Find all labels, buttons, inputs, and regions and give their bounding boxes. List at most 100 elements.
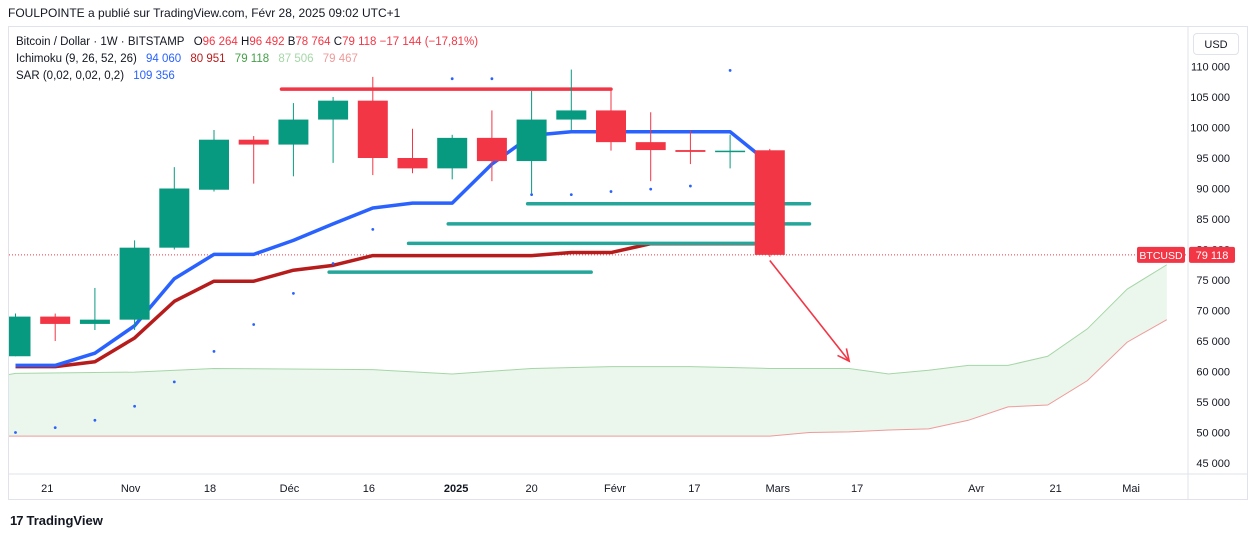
attribution-text: FOULPOINTE a publié sur TradingView.com,… [8,6,401,20]
x-tick-label: Déc [280,483,300,495]
candles-layer [9,69,785,357]
candle-up [9,316,31,357]
sar-dot [212,349,216,353]
sar-dot [331,262,335,265]
x-tick-label: 21 [41,483,53,495]
chart-legend: Bitcoin / Dollar · 1W · BITSTAMP O96 264… [16,34,478,85]
currency-button[interactable]: USD [1193,33,1239,55]
sar-dot [133,404,137,408]
x-tick-label: Mars [766,483,791,495]
x-tick-label: Févr [604,483,626,495]
y-tick-label: 75 000 [1196,275,1230,287]
y-tick-label: 105 000 [1190,92,1230,104]
tradingview-footer[interactable]: 17 TradingView [10,510,103,530]
y-tick-label: 60 000 [1196,367,1230,379]
symbol-tag-bg [1137,246,1185,263]
change-value: −17 144 (−17,81%) [379,36,479,48]
ichimoku-cloud [9,264,1167,437]
sar-dot [172,380,176,384]
ichimoku-span-b-value: 79 467 [322,53,358,65]
candle-down [238,139,269,145]
y-tick-label: 65 000 [1196,336,1230,348]
candle-down [635,142,666,151]
high-value: 96 492 [249,36,285,48]
x-tick-label: 2025 [444,483,468,495]
y-tick-label: 95 000 [1196,153,1230,165]
candle-up [79,319,110,324]
legend-ichimoku-row[interactable]: Ichimoku (9, 26, 52, 26) 94 060 80 951 7… [16,51,478,68]
candle-up [159,188,190,248]
sar-label: SAR (0,02, 0,02, 0,2) [16,70,125,82]
candle-down [357,100,388,158]
legend-sar-row[interactable]: SAR (0,02, 0,02, 0,2) 109 356 [16,68,478,85]
symbol-title[interactable]: Bitcoin / Dollar · 1W · BITSTAMP [16,36,185,48]
x-tick-label: 18 [204,483,216,495]
axis-layer: 45 000 50 000 55 000 60 000 65 000 70 000 75 0… [9,27,1248,500]
senkou-span-b-line [9,319,1168,437]
candle-up [516,119,547,162]
sar-dot [569,193,573,197]
sar-dot [292,292,295,295]
tradingview-brand: TradingView [26,512,103,528]
y-tick-label: 100 000 [1190,123,1230,135]
open-label: O [193,36,203,48]
candle-up [437,137,468,169]
price-tag-bg [1189,246,1235,263]
sar-dot [728,69,732,72]
x-tick-label: 16 [363,483,375,495]
btcusd-price-tag: BTCUSD 79 118 [1137,246,1235,263]
close-label: C [333,36,343,48]
ichimoku-span-a-value: 87 506 [278,53,314,65]
candle-up [278,119,309,145]
candle-down [476,137,507,162]
sar-dot [530,193,533,197]
candle-down [754,150,785,255]
sar-value: 109 356 [133,70,175,82]
sar-dot [609,190,613,193]
sar-dot [450,77,454,81]
y-tick-label: 85 000 [1196,214,1230,226]
x-tick-label: Avr [968,483,985,495]
sar-dot [53,426,57,430]
x-tick-label: 17 [851,483,863,495]
symbol-tag-text: BTCUSD [1139,250,1183,262]
candle-down [40,316,71,324]
ichimoku-chikou-value: 79 118 [234,53,270,65]
close-value: 79 118 [342,36,377,48]
sar-dot [14,431,17,434]
ichimoku-cloud-layer [9,264,1168,437]
low-label: B [287,36,296,48]
open-value: 96 264 [202,36,238,48]
y-tick-label: 55 000 [1196,397,1230,409]
candle-up [119,247,150,320]
senkou-span-a-line [9,264,1168,376]
sar-dot [490,77,494,81]
chart-frame [8,26,1248,500]
candle-down [675,150,706,152]
sar-dot [689,184,692,188]
x-tick-label: 21 [1050,483,1062,495]
forecast-arrow-head [837,348,851,363]
candle-down [397,158,428,169]
forecast-arrow-line [769,259,850,362]
candle-down [596,110,626,143]
indicator-lines-layer [9,130,1188,369]
low-value: 78 764 [295,36,331,48]
ichimoku-tenkan-value: 94 060 [146,53,182,65]
candle-up [318,100,349,120]
high-label: H [241,36,250,48]
y-tick-label: 110 000 [1191,62,1230,74]
y-tick-label: 90 000 [1196,184,1230,196]
sar-dot [649,187,653,191]
price-tag-text: 79 118 [1196,250,1229,262]
candle-up [556,110,587,120]
x-tick-label: 17 [688,483,700,495]
x-tick-label: Mai [1122,483,1140,495]
y-tick-label: 45 000 [1196,458,1230,470]
sar-dot [252,323,256,326]
attribution-bar: FOULPOINTE a publié sur TradingView.com,… [0,0,1257,26]
x-tick-label: Nov [121,483,141,495]
y-tick-label: 50 000 [1196,428,1230,440]
y-tick-label: 70 000 [1196,306,1230,318]
